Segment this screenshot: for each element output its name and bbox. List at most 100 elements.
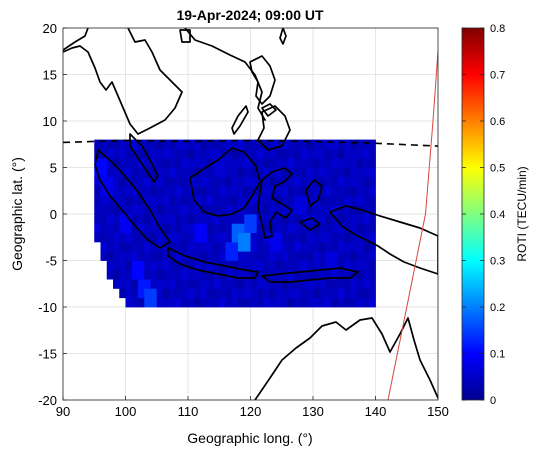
heatmap-cell: [131, 186, 139, 196]
heatmap-cell: [225, 241, 233, 252]
heatmap-cell: [313, 297, 320, 308]
coastline-java: [167, 247, 259, 279]
y-tick-label: -20: [38, 393, 57, 408]
heatmap-cell: [138, 186, 145, 196]
heatmap-cell: [250, 269, 258, 280]
heatmap-cell: [306, 204, 314, 215]
y-tick-label: -5: [45, 254, 57, 269]
heatmap-cell: [250, 176, 258, 187]
heatmap-cell: [269, 260, 276, 271]
heatmap-cell: [306, 279, 314, 289]
heatmap-cell: [288, 176, 295, 187]
heatmap-cell: [181, 279, 189, 289]
heatmap-cell: [100, 158, 108, 168]
heatmap-cell: [363, 148, 370, 159]
heatmap-cell: [181, 195, 189, 206]
heatmap-cell: [331, 167, 339, 178]
heatmap-cell: [188, 158, 195, 168]
heatmap-cell: [175, 297, 183, 308]
heatmap-cell: [356, 279, 364, 289]
heatmap-cell: [338, 223, 345, 233]
heatmap-cell: [344, 297, 351, 308]
heatmap-cell: [325, 297, 333, 308]
heatmap-cell: [319, 260, 326, 271]
red-track-line: [387, 51, 438, 400]
heatmap-cell: [225, 167, 233, 178]
heatmap-cell: [181, 232, 189, 243]
heatmap-cell: [219, 176, 226, 187]
heatmap-cell: [263, 167, 270, 178]
heatmap-cell: [281, 158, 289, 168]
heatmap-cell: [338, 260, 345, 271]
heatmap-cell: [256, 288, 264, 299]
heatmap-cell: [269, 241, 276, 252]
heatmap-cell: [194, 214, 201, 224]
heatmap-cell: [363, 167, 370, 178]
heatmap-cell: [350, 288, 358, 299]
heatmap-cell: [250, 148, 258, 159]
heatmap-cell: [181, 204, 189, 215]
colorbar-label: ROTI (TECU/min): [515, 166, 529, 261]
heatmap-cell: [294, 288, 301, 299]
heatmap-cell: [306, 251, 314, 261]
heatmap-cell: [219, 148, 226, 159]
y-tick-label: 20: [43, 21, 57, 36]
heatmap-cell: [119, 186, 126, 196]
heatmap-cell: [119, 232, 126, 243]
heatmap-cell: [163, 214, 170, 224]
heatmap-cell: [356, 251, 364, 261]
heatmap-cell: [356, 195, 364, 206]
heatmap-cell: [156, 167, 164, 178]
heatmap-cell: [113, 279, 120, 289]
heatmap-cell: [119, 223, 126, 233]
heatmap-cell: [144, 260, 151, 271]
heatmap-cell: [300, 232, 308, 243]
heatmap-cell: [163, 241, 170, 252]
heatmap-cell: [356, 288, 364, 299]
heatmap-cell: [325, 167, 333, 178]
heatmap-cell: [338, 158, 345, 168]
heatmap-cell: [200, 186, 208, 196]
heatmap-cell: [131, 167, 139, 178]
heatmap-cell: [125, 269, 133, 280]
heatmap-cell: [275, 232, 283, 243]
heatmap-cell: [125, 288, 133, 299]
heatmap-cell: [313, 251, 320, 261]
heatmap-cell: [263, 279, 270, 289]
heatmap-cell: [300, 288, 308, 299]
heatmap-cell: [356, 260, 364, 271]
heatmap-cell: [344, 288, 351, 299]
heatmap-cell: [144, 251, 151, 261]
heatmap-cell: [256, 279, 264, 289]
heatmap-cell: [150, 158, 158, 168]
heatmap-cell: [331, 186, 339, 196]
heatmap-cell: [306, 158, 314, 168]
heatmap-cell: [150, 269, 158, 280]
heatmap-cell: [225, 214, 233, 224]
heatmap-cell: [150, 148, 158, 159]
coastline-taiwan: [279, 28, 287, 45]
heatmap-cell: [319, 288, 326, 299]
heatmap-cell: [131, 288, 139, 299]
heatmap-cell: [244, 288, 251, 299]
heatmap-cell: [263, 288, 270, 299]
heatmap-cell: [313, 139, 320, 150]
heatmap-cell: [363, 269, 370, 280]
heatmap-cell: [100, 204, 108, 215]
heatmap-cell: [319, 232, 326, 243]
heatmap-cell: [331, 195, 339, 206]
heatmap-cell: [150, 288, 158, 299]
heatmap-cell: [319, 297, 326, 308]
heatmap-cell: [200, 223, 208, 233]
heatmap-cell: [150, 214, 158, 224]
heatmap-cell: [306, 241, 314, 252]
heatmap-cell: [119, 148, 126, 159]
heatmap-cell: [300, 167, 308, 178]
heatmap-cell: [369, 204, 376, 215]
heatmap-cell: [106, 186, 114, 196]
heatmap-cell: [138, 223, 145, 233]
heatmap-cell: [206, 260, 214, 271]
heatmap-cell: [238, 223, 245, 233]
heatmap-cell: [338, 232, 345, 243]
heatmap-cell: [344, 279, 351, 289]
